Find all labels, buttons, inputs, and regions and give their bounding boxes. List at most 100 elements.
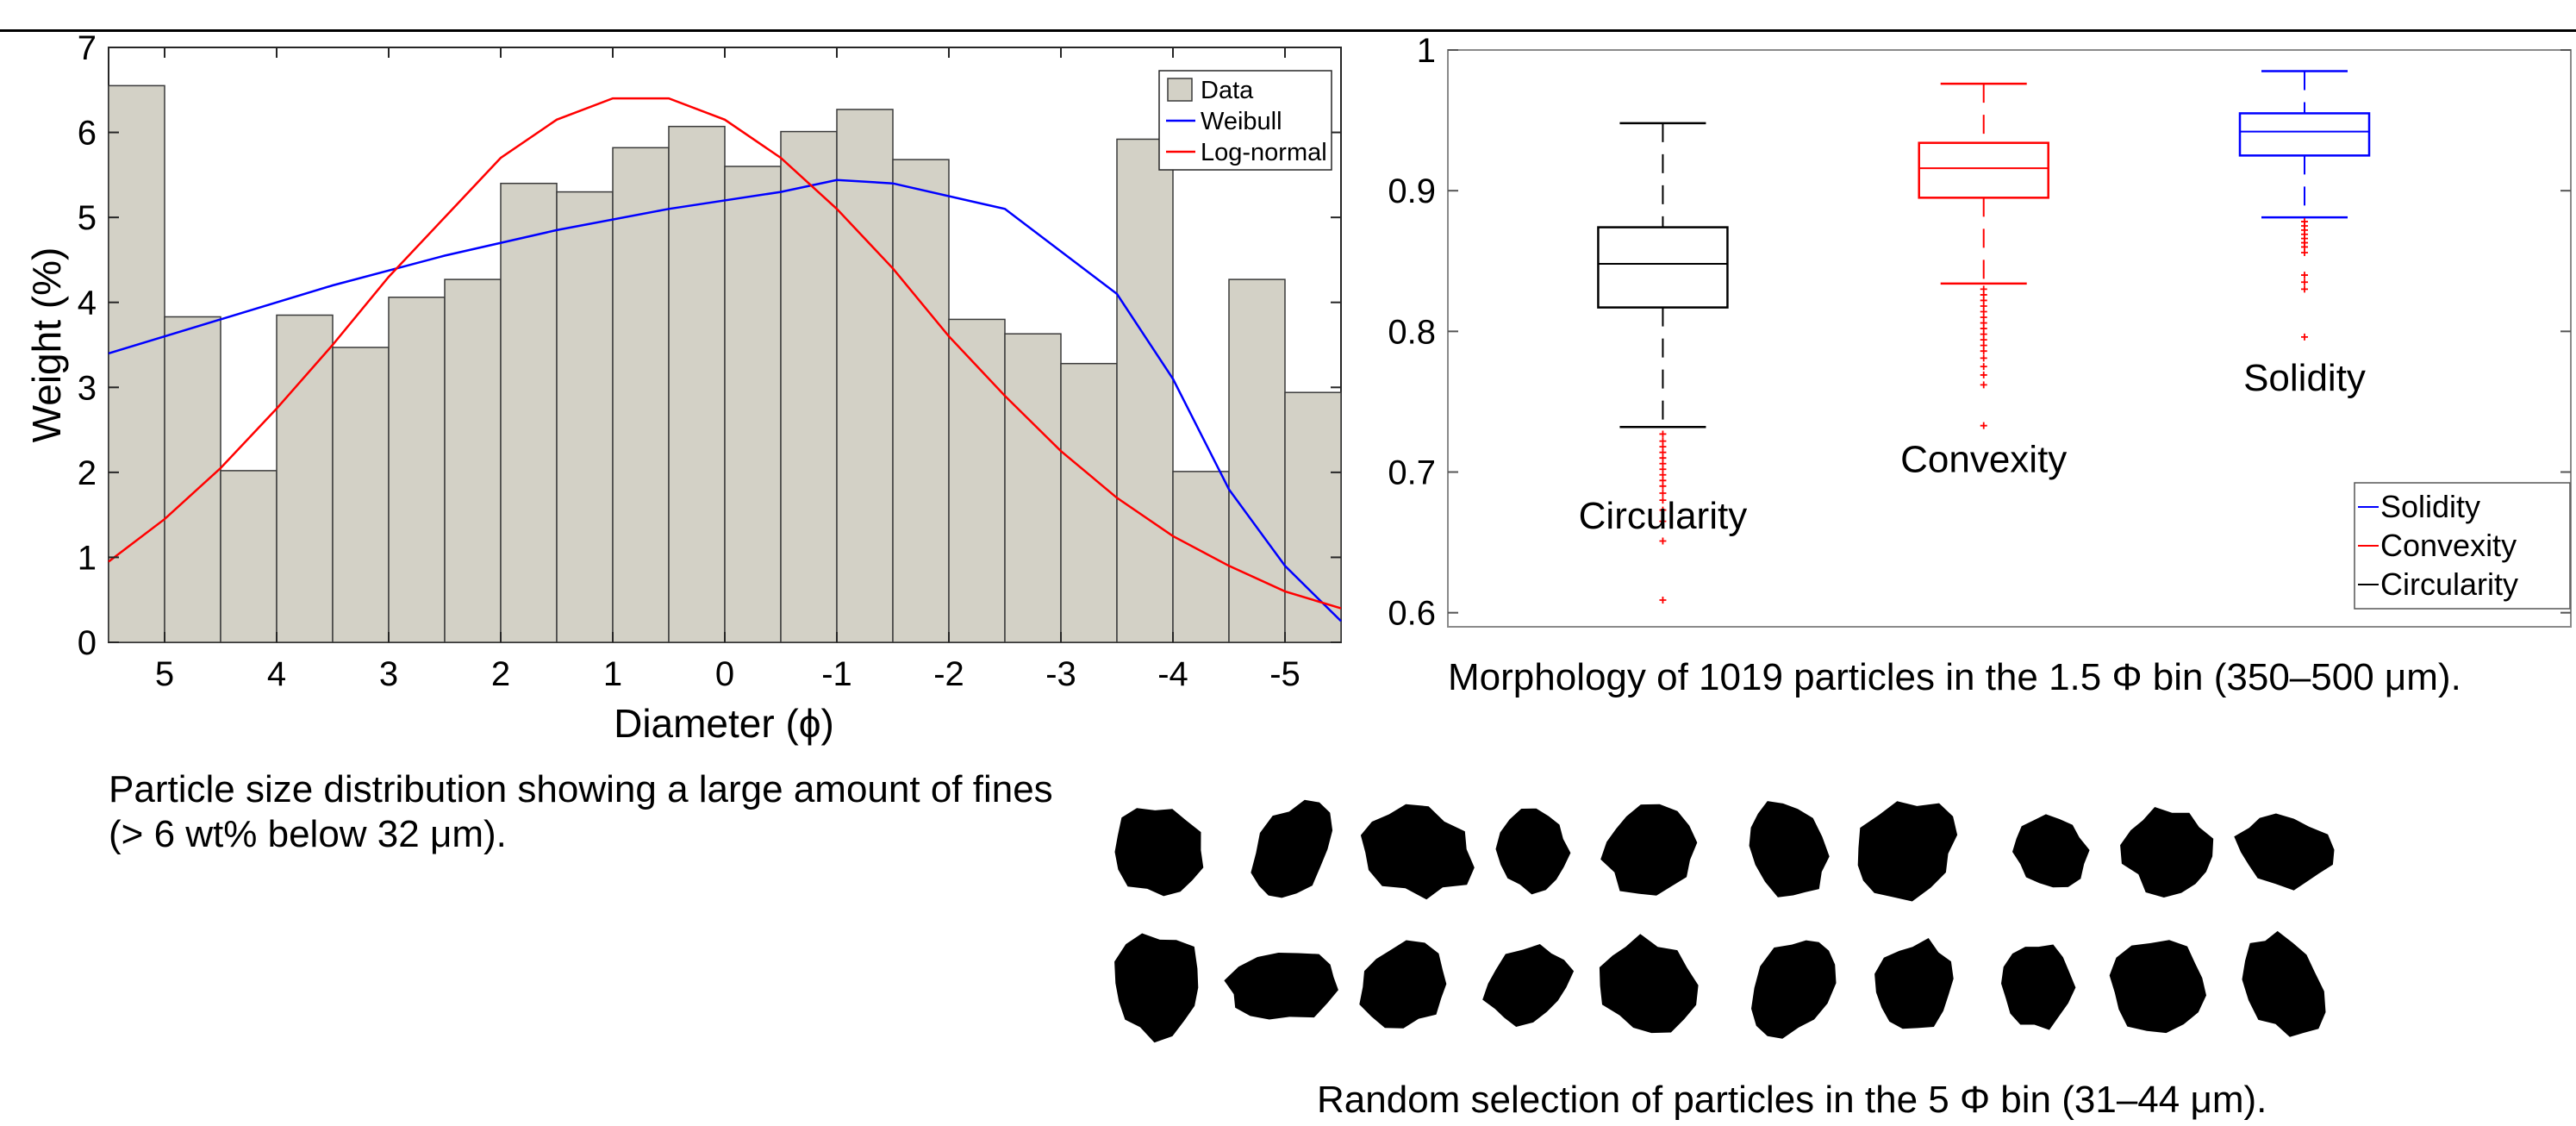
particle-silhouette: [1751, 940, 1837, 1039]
box-outlier: [1659, 506, 1667, 514]
psd-x-tick-label: 1: [603, 655, 622, 693]
psd-y-tick-label: 4: [78, 285, 97, 322]
particle-silhouette: [1114, 933, 1199, 1043]
box-annotation-circularity: Circularity: [1579, 495, 1748, 537]
box-outlier: [2301, 333, 2308, 341]
psd-line-weibull: [108, 178, 1342, 622]
particle-size-distribution-chart: 5 4 3 2 1 0 -1 -2 -3 -4 -5 0 1 2 3 4 5 6 7 Data Weibull Log-n…: [24, 29, 1342, 746]
particle-silhouette: [1495, 808, 1571, 895]
psd-caption: Particle size distribution showing a lar…: [109, 768, 1053, 855]
box-legend-label: Convexity: [2380, 528, 2517, 563]
box-outlier: [1980, 422, 1987, 429]
box-legend-label: Solidity: [2380, 489, 2480, 524]
particle-silhouette: [1360, 804, 1475, 900]
psd-bar: [556, 191, 614, 643]
psd-bar: [1004, 333, 1062, 643]
box-outlier: [2301, 278, 2308, 286]
psd-y-tick-label: 2: [78, 454, 97, 492]
box-annotation-convexity: Convexity: [1900, 439, 2067, 481]
psd-bar: [780, 130, 838, 643]
psd-bar: [892, 159, 950, 643]
psd-line-log-normal: [108, 97, 1342, 610]
psd-bar: [668, 125, 726, 643]
box-outlier: [1980, 347, 1987, 355]
particle-silhouette: [2109, 940, 2206, 1034]
psd-x-tick-label: -4: [1157, 655, 1188, 693]
box-iqr-convexity: [1918, 141, 2049, 199]
psd-x-axis-label: Diameter (ϕ): [614, 701, 834, 746]
box-outlier: [1980, 363, 1987, 371]
box-y-tick-label: 0.9: [1388, 172, 1436, 210]
psd-x-tick-label: -2: [933, 655, 964, 693]
particle-silhouette: [1359, 940, 1447, 1029]
particles-caption: Random selection of particles in the 5 Φ…: [1317, 1079, 2267, 1121]
morphology-caption: Morphology of 1019 particles in the 1.5 …: [1448, 656, 2461, 698]
psd-x-tick-label: 5: [155, 655, 174, 693]
psd-x-tick-label: -1: [821, 655, 852, 693]
box-iqr-solidity: [2238, 112, 2371, 157]
particle-silhouette: [2012, 814, 2090, 888]
box-outlier: [1659, 430, 1667, 438]
box-outlier: [1659, 497, 1667, 504]
psd-x-tick-label: 0: [715, 655, 734, 693]
psd-y-axis-label: Weight (%): [24, 247, 69, 443]
box-outlier: [1659, 537, 1667, 545]
psd-y-tick-label: 1: [78, 539, 97, 577]
psd-bar: [500, 182, 558, 643]
particle-silhouette: [2120, 807, 2214, 898]
top-rule: [0, 29, 2576, 32]
particle-silhouette: [2001, 944, 2076, 1030]
particle-silhouette: [2234, 813, 2335, 891]
box-outlier: [1980, 354, 1987, 362]
psd-bar: [444, 278, 502, 643]
psd-bar: [612, 147, 670, 643]
box-outlier: [1980, 381, 1987, 389]
psd-x-tick-label: -3: [1045, 655, 1076, 693]
psd-bar: [276, 314, 334, 643]
box-outlier: [2301, 285, 2308, 293]
psd-legend-swatch-data: [1167, 78, 1193, 102]
psd-y-tick-label: 3: [78, 369, 97, 407]
particle-silhouette: [1857, 801, 1958, 902]
particle-silhouette: [1874, 938, 1954, 1029]
particle-silhouette: [1224, 953, 1338, 1020]
psd-bar: [332, 347, 390, 643]
psd-y-tick-label: 7: [78, 29, 97, 67]
box-y-tick-label: 0.6: [1388, 595, 1436, 633]
box-legend-label: Circularity: [2380, 566, 2518, 602]
psd-bar: [164, 316, 221, 643]
particle-silhouette: [1749, 801, 1830, 898]
box-outlier: [2301, 248, 2308, 256]
morphology-box-chart: 0.60.70.80.91CircularityConvexitySolidit…: [1388, 32, 2572, 633]
particle-silhouette: [1482, 944, 1575, 1027]
psd-x-tick-label: -5: [1269, 655, 1300, 693]
psd-bar: [948, 318, 1006, 643]
psd-bar: [388, 297, 446, 643]
psd-legend-label: Weibull: [1201, 108, 1282, 135]
box-outlier: [1659, 482, 1667, 490]
psd-bar: [836, 109, 894, 643]
psd-bar: [724, 166, 782, 643]
box-outlier: [1659, 517, 1667, 525]
particle-silhouette: [1114, 808, 1204, 897]
particle-silhouettes: [1114, 799, 2335, 1043]
box-y-tick-label: 1: [1417, 32, 1436, 70]
particle-silhouette: [2242, 930, 2326, 1037]
particle-silhouette: [1251, 799, 1333, 898]
psd-bar: [1172, 471, 1230, 643]
psd-x-tick-label: 2: [491, 655, 510, 693]
psd-y-tick-label: 6: [78, 115, 97, 153]
box-outlier: [1980, 371, 1987, 378]
box-legend: [2354, 482, 2571, 610]
box-iqr-circularity: [1597, 226, 1729, 309]
psd-x-tick-label: 4: [267, 655, 286, 693]
psd-y-tick-label: 5: [78, 199, 97, 237]
box-y-tick-label: 0.8: [1388, 313, 1436, 351]
box-outlier: [1659, 596, 1667, 604]
particle-silhouette: [1599, 934, 1699, 1034]
psd-x-tick-label: 3: [379, 655, 398, 693]
psd-legend-label: Data: [1201, 77, 1254, 104]
psd-legend-label: Log-normal: [1201, 139, 1327, 166]
psd-bar: [1116, 138, 1174, 643]
particle-silhouette: [1600, 804, 1698, 896]
